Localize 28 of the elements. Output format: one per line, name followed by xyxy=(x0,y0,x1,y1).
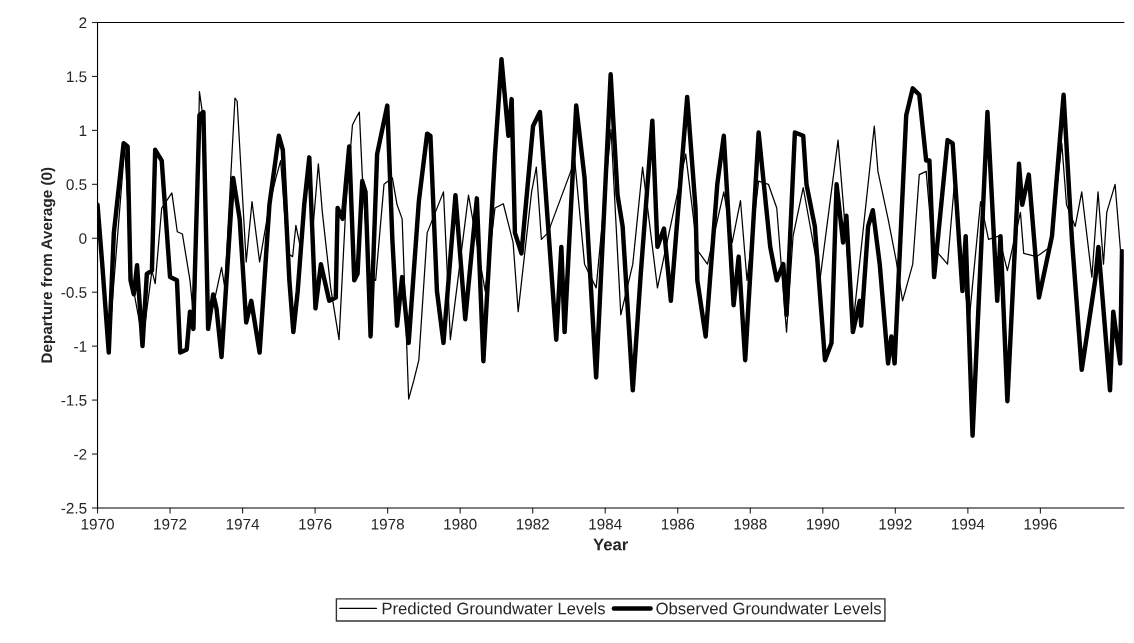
y-tick-label: 1.5 xyxy=(67,71,87,83)
y-tick-label: 0.5 xyxy=(66,179,87,191)
x-tick-label: 1986 xyxy=(661,518,695,530)
y-axis-title: Departure from Average (0) xyxy=(40,167,56,363)
x-tick-label: 1970 xyxy=(81,518,114,530)
y-tick-label: -2 xyxy=(74,448,87,460)
x-tick-label: 1972 xyxy=(154,518,187,530)
x-tick-label: 1994 xyxy=(952,518,985,530)
y-tick-label: -1 xyxy=(74,341,87,352)
y-tick-label: 1 xyxy=(79,125,87,136)
legend-label: Predicted Groundwater Levels xyxy=(382,602,605,615)
x-tick-label: 1980 xyxy=(444,518,477,530)
legend-label: Observed Groundwater Levels xyxy=(656,602,882,615)
y-tick-label: -1.5 xyxy=(61,395,87,406)
y-tick-label: 0 xyxy=(79,233,87,244)
x-tick-label: 1982 xyxy=(516,518,549,530)
x-tick-label: 1996 xyxy=(1024,518,1057,530)
x-tick-label: 1976 xyxy=(299,518,332,530)
x-tick-label: 1988 xyxy=(734,518,767,530)
y-tick-label: 2 xyxy=(79,17,87,29)
x-axis-title: Year xyxy=(593,538,629,551)
x-tick-label: 1974 xyxy=(226,518,260,530)
y-tick-label: -2.5 xyxy=(61,502,87,514)
x-tick-label: 1984 xyxy=(589,518,622,530)
x-tick-label: 1978 xyxy=(371,518,404,530)
x-tick-label: 1990 xyxy=(806,518,840,530)
x-tick-label: 1992 xyxy=(879,518,912,530)
y-tick-label: -0.5 xyxy=(61,287,87,298)
